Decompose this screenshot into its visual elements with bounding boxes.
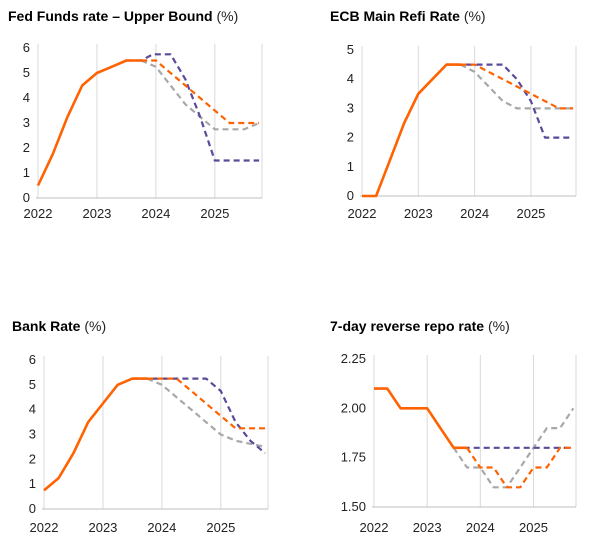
x-tick-label: 2025 (206, 520, 235, 535)
x-tick-label: 2022 (30, 520, 59, 535)
series-line-forecast (466, 446, 574, 489)
y-tick-label: 2.25 (341, 351, 366, 366)
y-tick-label: 6 (29, 352, 36, 367)
y-tick-label: 3 (23, 115, 30, 130)
series-line-actual (374, 387, 467, 450)
series-line-market (460, 63, 574, 110)
y-tick-label: 1.75 (341, 450, 366, 465)
series-line-actual (36, 59, 142, 187)
x-tick-label: 2023 (82, 206, 111, 221)
series-line-actual (362, 63, 461, 198)
chart-title: ECB Main Refi Rate (%) (330, 8, 486, 24)
x-tick-label: 2024 (466, 520, 495, 535)
bank-rate-plot: 0 1 2 3 4 5 6 2022 2023 2024 2025 (29, 352, 269, 535)
chart-title: Bank Rate (%) (12, 318, 107, 334)
x-tick-label: 2023 (88, 520, 117, 535)
x-tick-label: 2024 (141, 206, 170, 221)
y-tick-label: 1 (347, 159, 354, 174)
ecb-refi-plot: 0 1 2 3 4 5 2022 2023 2024 2025 (347, 42, 577, 221)
chart-title: Fed Funds rate – Upper Bound (%) (8, 8, 239, 24)
fed-funds-plot: 0 1 2 3 4 5 6 2022 2023 2024 2025 (23, 40, 263, 221)
x-tick-label: 2023 (413, 520, 442, 535)
y-tick-label: 5 (23, 65, 30, 80)
x-tick-label: 2025 (516, 206, 545, 221)
x-tick-label: 2025 (200, 206, 229, 221)
x-tick-label: 2022 (24, 206, 53, 221)
y-tick-label: 2 (29, 451, 36, 466)
y-tick-label: 6 (23, 40, 30, 55)
x-tick-label: 2023 (404, 206, 433, 221)
y-tick-label: 1 (23, 165, 30, 180)
chart-title: 7-day reverse repo rate (%) (330, 318, 510, 334)
y-tick-label: 4 (23, 90, 30, 105)
series-line-alt (132, 377, 266, 454)
x-tick-label: 2022 (348, 206, 377, 221)
x-tick-label: 2024 (147, 520, 176, 535)
series-line-market (140, 59, 260, 131)
bank-rate-chart: Bank Rate (%) 0 1 2 3 4 5 6 2022 2023 2024 2025 (0, 310, 300, 556)
y-tick-label: 2 (23, 140, 30, 155)
y-tick-label: 0 (347, 188, 354, 203)
series-line-market (452, 407, 575, 489)
series-line-alt (446, 63, 574, 139)
series-line-alt (126, 53, 260, 162)
x-tick-label: 2022 (360, 520, 389, 535)
series-line-forecast (460, 63, 574, 110)
y-tick-label: 0 (29, 501, 36, 516)
y-tick-label: 1.50 (341, 499, 366, 514)
series-line-actual (43, 377, 148, 492)
y-tick-label: 5 (347, 42, 354, 57)
ecb-refi-chart: ECB Main Refi Rate (%) 0 1 2 3 4 5 2022 2023 202… (300, 0, 601, 240)
reverse-repo-chart: 7-day reverse repo rate (%) 1.50 1.75 2.00… (300, 310, 601, 556)
y-tick-label: 0 (23, 190, 30, 205)
fed-funds-chart: Fed Funds rate – Upper Bound (%) 0 1 2 3 4 5 6… (0, 0, 300, 240)
y-tick-label: 3 (347, 100, 354, 115)
y-tick-label: 2.00 (341, 400, 366, 415)
series-line-market (146, 377, 266, 448)
y-tick-label: 5 (29, 377, 36, 392)
y-tick-label: 2 (347, 130, 354, 145)
y-tick-label: 4 (347, 71, 354, 86)
x-tick-label: 2024 (460, 206, 489, 221)
reverse-repo-plot: 1.50 1.75 2.00 2.25 2022 2023 2024 2025 (341, 351, 577, 535)
y-tick-label: 4 (29, 402, 36, 417)
x-tick-label: 2025 (519, 520, 548, 535)
y-tick-label: 3 (29, 427, 36, 442)
y-tick-label: 1 (29, 476, 36, 491)
series-line-forecast (141, 59, 260, 125)
